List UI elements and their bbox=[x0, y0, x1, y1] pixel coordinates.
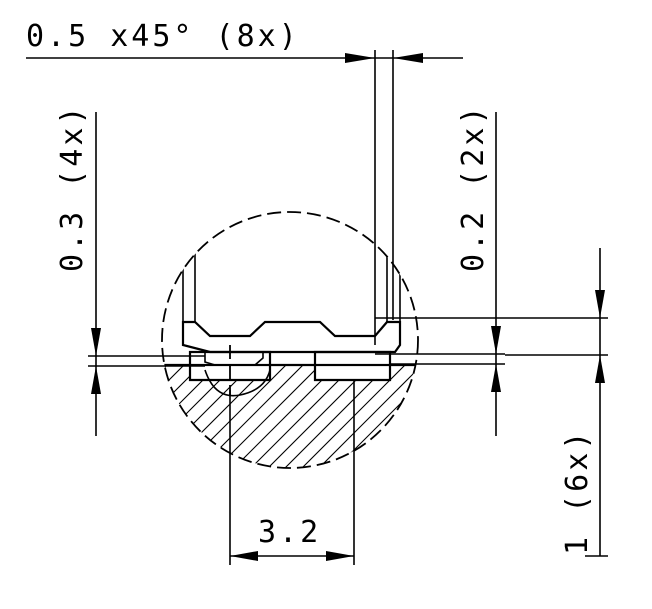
hatch-line bbox=[350, 365, 418, 468]
hatch-line bbox=[28, 360, 138, 470]
chamfer-arrow-right bbox=[393, 53, 423, 63]
hatch-line bbox=[282, 365, 394, 468]
hatch-line bbox=[0, 360, 104, 470]
far-right-arrow-bottom bbox=[595, 355, 605, 383]
hatch-line bbox=[316, 365, 418, 468]
chamfer-dimension: 0.5 x45° (8x) bbox=[26, 19, 463, 345]
hatch-line bbox=[180, 365, 292, 468]
hatch-line bbox=[162, 365, 190, 468]
hatch-line bbox=[436, 360, 546, 470]
hatch-line bbox=[384, 365, 418, 468]
left-arrow-top bbox=[91, 328, 101, 356]
bottom-width-dimension: 3.2 bbox=[229, 380, 355, 565]
hatch-line bbox=[265, 365, 377, 468]
chamfer-arrow-left bbox=[345, 53, 375, 63]
far-right-label: 1 (6x) bbox=[560, 429, 595, 555]
hatch-line bbox=[0, 360, 87, 470]
bottom-arrow-left bbox=[230, 551, 258, 561]
bottom-arrow-right bbox=[326, 551, 354, 561]
hatch-line bbox=[248, 365, 360, 468]
hatch-line bbox=[333, 365, 418, 468]
right-height-label: 0.2 (2x) bbox=[456, 104, 491, 273]
left-arrow-bottom bbox=[91, 366, 101, 394]
far-right-arrow-top bbox=[595, 290, 605, 318]
hatch-line bbox=[453, 360, 563, 470]
pad-right bbox=[313, 350, 392, 367]
hatch-line bbox=[162, 365, 258, 468]
substrate-outline bbox=[162, 363, 418, 382]
hatch-line bbox=[214, 365, 326, 468]
far-right-dimension: 1 (6x) bbox=[375, 248, 608, 557]
hatch-line bbox=[162, 365, 173, 468]
chamfer-label: 0.5 x45° (8x) bbox=[26, 19, 300, 54]
hatch-line bbox=[163, 365, 275, 468]
right-height-dimension: 0.2 (2x) bbox=[375, 104, 505, 436]
hatch-line bbox=[162, 365, 207, 468]
body-profile bbox=[181, 320, 402, 354]
hatch-line bbox=[0, 360, 70, 470]
pad-left-cutout bbox=[204, 352, 264, 366]
hatch-line bbox=[162, 365, 241, 468]
hatch-line bbox=[299, 365, 411, 468]
solder-curve bbox=[204, 369, 271, 397]
hatch-line bbox=[419, 360, 529, 470]
hatch-line bbox=[367, 365, 418, 468]
hatch-line bbox=[11, 360, 121, 470]
right-arrow-bottom bbox=[491, 364, 501, 392]
left-height-dimension: 0.3 (4x) bbox=[55, 104, 205, 436]
component-body bbox=[181, 212, 402, 397]
hatch-line bbox=[45, 360, 155, 470]
left-height-label: 0.3 (4x) bbox=[55, 104, 90, 273]
detail-circle bbox=[161, 211, 419, 469]
hatch-line bbox=[231, 365, 343, 468]
right-arrow-top bbox=[491, 326, 501, 354]
hatch-line bbox=[197, 365, 309, 468]
bottom-width-label: 3.2 bbox=[258, 515, 321, 550]
